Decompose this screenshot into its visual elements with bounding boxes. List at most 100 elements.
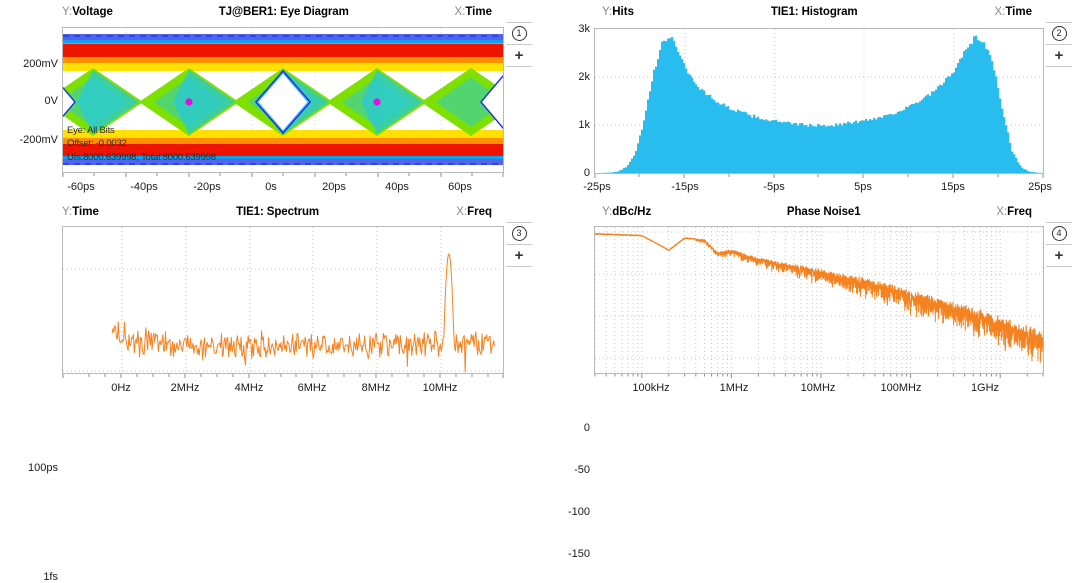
rail-divider-top — [506, 222, 532, 223]
y-ticklabels-eye: 200mV 0V -200mV — [0, 0, 58, 200]
x-axis-label-eye: X:Time — [454, 6, 492, 19]
x-tick: 8MHz — [361, 382, 391, 394]
x-tick: -25ps — [583, 181, 611, 193]
panel-number-button-1[interactable]: 1 — [506, 23, 532, 44]
y-axis-label-histogram: Y:Hits — [602, 6, 634, 19]
eye-diagram-canvas — [63, 28, 503, 172]
y-tick: 3k — [578, 23, 590, 35]
panel-badge-2: 2 — [1051, 26, 1067, 41]
panel-header-eye: Y:Voltage TJ@BER1: Eye Diagram X:Time — [62, 4, 492, 22]
panel-rail-eye: 1 + — [506, 22, 532, 67]
rail-divider-top — [1046, 222, 1072, 223]
panel-title-eye: TJ@BER1: Eye Diagram — [218, 6, 349, 19]
x-tick: 4MHz — [234, 382, 264, 394]
x-tick: 15ps — [941, 181, 965, 193]
y-tick: -100 — [567, 506, 590, 518]
panel-header-phase-noise: Y:dBc/Hz Phase Noise1 X:Freq — [602, 204, 1032, 222]
panel-histogram: Y:Hits TIE1: Histogram X:Time 2 + 3k 2k … — [540, 0, 1080, 200]
x-tick: -40ps — [130, 181, 158, 193]
x-tick: -60ps — [67, 181, 95, 193]
panel-rail-phase-noise: 4 + — [1046, 222, 1072, 267]
panel-number-button-4[interactable]: 4 — [1046, 223, 1072, 244]
plus-icon: + — [514, 247, 524, 264]
x-tick: 100kHz — [632, 382, 670, 394]
rail-divider-top — [1046, 22, 1072, 23]
panel-badge-1: 1 — [511, 26, 527, 41]
y-ticklabels-spectrum: 100ps 1fs — [0, 200, 58, 583]
x-tick: 100MHz — [880, 382, 922, 394]
y-tick: 0V — [44, 95, 58, 107]
rail-divider-bot — [1046, 266, 1072, 267]
panel-number-button-2[interactable]: 2 — [1046, 23, 1072, 44]
x-tick: -20ps — [193, 181, 221, 193]
x-tick: 5ps — [854, 181, 872, 193]
panel-phase-noise: Y:dBc/Hz Phase Noise1 X:Freq 4 + 0 -50 -… — [540, 200, 1080, 560]
panel-rail-histogram: 2 + — [1046, 22, 1072, 67]
x-ticks-histogram — [594, 174, 1044, 178]
eye-marker-left — [185, 98, 193, 106]
spectrum-canvas — [63, 227, 503, 373]
x-tick: 1MHz — [719, 382, 749, 394]
eye-marker-right — [373, 98, 381, 106]
x-tick: 6MHz — [297, 382, 327, 394]
x-ticks-eye — [62, 173, 504, 177]
panel-title-phase-noise: Phase Noise1 — [786, 206, 861, 219]
x-axis-label-histogram: X:Time — [994, 6, 1032, 19]
y-tick: 1fs — [43, 571, 58, 583]
x-tick: 40ps — [385, 181, 409, 193]
panel-title-spectrum: TIE1: Spectrum — [236, 206, 320, 219]
y-tick: 2k — [578, 71, 590, 83]
x-tick: -5ps — [763, 181, 785, 193]
x-tick: 10MHz — [800, 382, 836, 394]
add-panel-button-1[interactable]: + — [506, 45, 532, 66]
panel-rail-spectrum: 3 + — [506, 222, 532, 267]
x-axis-label-phase-noise: X:Freq — [996, 206, 1032, 219]
rail-divider-bot — [1046, 66, 1072, 67]
x-tick: 2MHz — [170, 382, 200, 394]
plot-area-histogram[interactable] — [594, 28, 1044, 174]
x-tick: 20ps — [322, 181, 346, 193]
panel-badge-4: 4 — [1051, 226, 1067, 241]
plot-area-spectrum[interactable] — [62, 226, 504, 374]
rail-divider-top — [506, 22, 532, 23]
panel-number-button-3[interactable]: 3 — [506, 223, 532, 244]
y-tick: 0 — [583, 422, 590, 434]
plot-area-phase-noise[interactable] — [594, 226, 1044, 374]
y-axis-label-spectrum: Y:Time — [62, 206, 99, 219]
y-tick: -200mV — [19, 134, 58, 146]
add-panel-button-2[interactable]: + — [1046, 45, 1072, 66]
y-tick: -50 — [574, 464, 590, 476]
histogram-canvas — [595, 29, 1043, 173]
rail-divider-mid — [506, 44, 532, 45]
x-tick: 10MHz — [422, 382, 458, 394]
plus-icon: + — [1054, 247, 1064, 264]
x-tick: 25ps — [1028, 181, 1052, 193]
panel-eye-diagram: Y:Voltage TJ@BER1: Eye Diagram X:Time 1 … — [0, 0, 540, 200]
rail-divider-bot — [506, 266, 532, 267]
rail-divider-mid — [1046, 244, 1072, 245]
panel-header-histogram: Y:Hits TIE1: Histogram X:Time — [602, 4, 1032, 22]
x-tick: 0Hz — [111, 382, 131, 394]
y-axis-label-phase-noise: Y:dBc/Hz — [602, 206, 652, 219]
y-ticklabels-histogram: 3k 2k 1k 0 — [540, 0, 590, 200]
y-tick: 1k — [578, 119, 590, 131]
y-ticklabels-phase-noise: 0 -50 -100 -150 — [540, 200, 590, 560]
add-panel-button-3[interactable]: + — [506, 245, 532, 266]
rail-divider-mid — [506, 244, 532, 245]
x-tick: 0s — [265, 181, 277, 193]
x-tick: -15ps — [671, 181, 699, 193]
x-tick: 60ps — [448, 181, 472, 193]
x-axis-label-spectrum: X:Freq — [456, 206, 492, 219]
x-ticks-phase-noise — [594, 374, 1044, 378]
plus-icon: + — [514, 47, 524, 64]
x-ticks-spectrum — [62, 374, 504, 378]
y-tick: 200mV — [23, 58, 58, 70]
y-axis-label-eye: Y:Voltage — [62, 6, 113, 19]
rail-divider-bot — [506, 66, 532, 67]
add-panel-button-4[interactable]: + — [1046, 245, 1072, 266]
y-tick: 0 — [583, 167, 590, 179]
y-tick: 100ps — [28, 462, 58, 474]
rail-divider-mid — [1046, 44, 1072, 45]
plot-area-eye[interactable]: Eye: All Bits Offset: -0.0032 UIs:8000.6… — [62, 27, 504, 173]
